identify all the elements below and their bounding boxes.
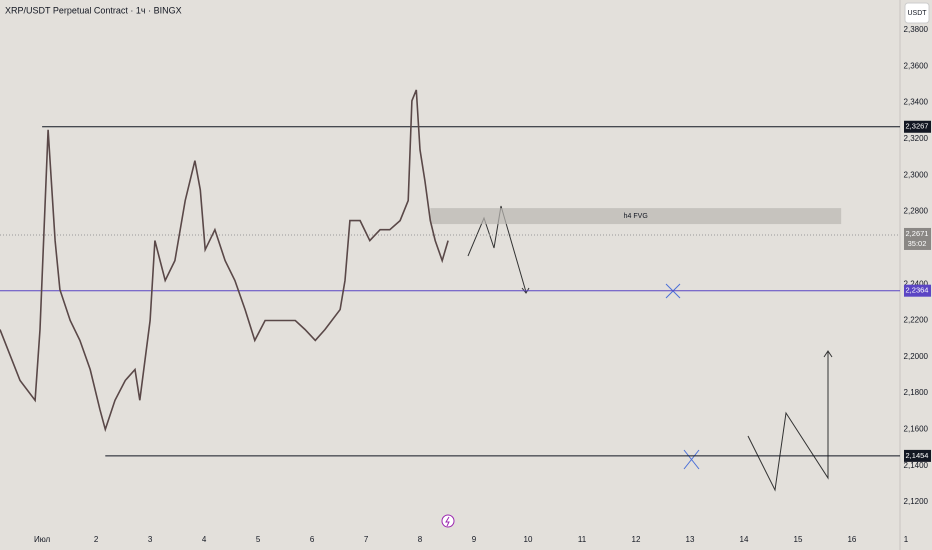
y-tick-label: 2,1800: [904, 388, 929, 397]
y-tick-label: 2,2400: [904, 279, 929, 288]
y-tick-label: 2,3600: [904, 61, 929, 70]
x-tick-label: 8: [418, 535, 423, 544]
forecast-zigzag: [467, 205, 527, 293]
x-tick-label: 13: [686, 535, 695, 544]
y-tick-label: 2,2800: [904, 207, 929, 216]
x-tick-label: 5: [256, 535, 261, 544]
event-icon[interactable]: [441, 514, 455, 528]
y-tick-label: 2,2000: [904, 352, 929, 361]
y-tick-label: 2,2200: [904, 316, 929, 325]
y-tick-label: 2,3000: [904, 170, 929, 179]
x-tick-label: 10: [524, 535, 533, 544]
zone-label: h4 FVG: [624, 213, 648, 220]
cross-mark: [683, 449, 700, 470]
currency-button-label: USDT: [907, 10, 927, 17]
y-tick-label: 2,3400: [904, 98, 929, 107]
x-tick-label: 3: [148, 535, 153, 544]
level-tag: [904, 120, 931, 133]
x-tick-label: 9: [472, 535, 477, 544]
forecast-zigzag: [747, 352, 829, 492]
y-tick-label: 2,1200: [904, 497, 929, 506]
level-tag: [904, 284, 931, 297]
chart-title: XRP/USDT Perpetual Contract · 1ч · BINGX: [5, 5, 182, 15]
last-price-tag: [904, 227, 931, 250]
x-tick-label: 7: [364, 535, 369, 544]
arrow-head: [521, 287, 530, 294]
x-tick-label: 4: [202, 535, 207, 544]
currency-button[interactable]: [904, 2, 930, 24]
x-tick-label: 14: [740, 535, 749, 544]
level-label: 2,1454: [906, 451, 929, 460]
price-line: [0, 89, 449, 433]
level-tag: [904, 449, 931, 462]
x-tick-label: 2: [94, 535, 99, 544]
x-tick-label: 16: [847, 535, 856, 544]
y-tick-label: 2,1600: [904, 424, 929, 433]
y-tick-label: 2,3800: [904, 25, 929, 34]
x-tick-label: 11: [578, 535, 587, 544]
x-tick-label: 1: [904, 535, 909, 544]
x-tick-label: 6: [310, 535, 315, 544]
y-tick-label: 2,3200: [904, 134, 929, 143]
level-label: 2,3267: [906, 122, 929, 131]
x-tick-label: 12: [632, 535, 641, 544]
countdown: 35:02: [908, 239, 927, 248]
y-tick-label: 2,1400: [904, 461, 929, 470]
x-tick-label: 15: [794, 535, 803, 544]
level-label: 2,2364: [906, 286, 929, 295]
x-tick-label: Июл: [34, 535, 51, 544]
last-price-label: 2,2671: [906, 229, 929, 238]
arrow-head: [823, 350, 833, 358]
fvg-zone: [430, 208, 842, 225]
